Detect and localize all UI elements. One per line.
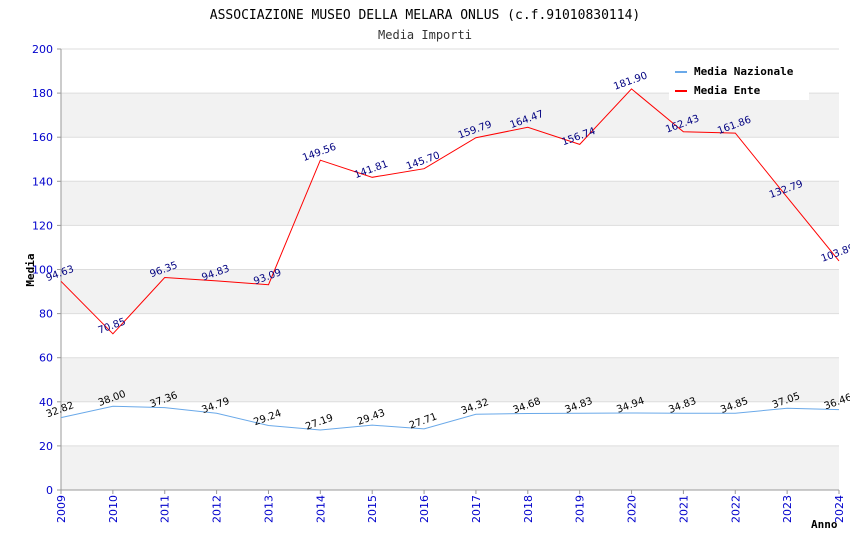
band-0 <box>61 445 839 490</box>
x-tick-label-2017: 2017 <box>470 495 483 523</box>
y-tick-label-6: 120 <box>32 219 53 232</box>
x-tick-label-2011: 2011 <box>159 495 172 523</box>
y-tick-labels: 0 20 40 60 80 100 120 140 160 180 200 <box>32 43 53 497</box>
band-4 <box>61 269 839 314</box>
x-tick-label-2022: 2022 <box>729 495 742 523</box>
x-tick-label-2014: 2014 <box>314 495 327 523</box>
legend-label-ente: Media Ente <box>694 84 761 97</box>
data-label-ente-2024: 103.89 <box>820 242 850 264</box>
x-tick-label-2015: 2015 <box>366 495 379 523</box>
x-axis-label: Anno <box>811 518 838 531</box>
series-line-media-ente <box>60 88 840 335</box>
legend: Media Nazionale Media Ente <box>669 60 809 100</box>
x-tick-label-2023: 2023 <box>781 495 794 523</box>
y-tick-label-0: 0 <box>46 484 53 497</box>
y-tick-label-1: 20 <box>39 440 53 453</box>
y-tick-label-3: 60 <box>39 352 53 365</box>
legend-box <box>669 60 809 100</box>
x-tick-labels: 2009 2010 2011 2012 2013 2014 2015 2016 2017 2018… <box>55 495 846 523</box>
x-tick-label-2021: 2021 <box>677 495 690 523</box>
y-tick-label-2: 40 <box>39 396 53 409</box>
band-2 <box>61 357 839 402</box>
x-tick-label-2016: 2016 <box>418 495 431 523</box>
series-lines <box>60 88 840 431</box>
band-8 <box>61 93 839 138</box>
y-tick-label-4: 80 <box>39 308 53 321</box>
y-tick-label-9: 180 <box>32 87 53 100</box>
band-6 <box>61 181 839 226</box>
x-tick-label-2013: 2013 <box>262 495 275 523</box>
legend-label-nazionale: Media Nazionale <box>694 65 794 78</box>
series-line-media-nazionale <box>60 405 840 431</box>
x-tick-label-2018: 2018 <box>522 495 535 523</box>
chart-subtitle: Media Importi <box>378 28 472 42</box>
chart-title: ASSOCIAZIONE MUSEO DELLA MELARA ONLUS (c… <box>210 8 640 23</box>
x-tick-label-2009: 2009 <box>55 495 68 523</box>
y-tick-label-10: 200 <box>32 43 53 56</box>
x-tick-label-2020: 2020 <box>626 495 639 523</box>
grid-lines <box>61 48 839 491</box>
plot-bands <box>61 93 839 490</box>
y-tick-label-5: 100 <box>32 264 53 277</box>
data-label-ente-2015: 141.81 <box>353 159 390 181</box>
x-tick-label-2019: 2019 <box>574 495 587 523</box>
x-tick-label-2010: 2010 <box>107 495 120 523</box>
data-label-ente-2014: 149.56 <box>301 142 338 164</box>
y-tick-label-8: 160 <box>32 131 53 144</box>
y-tick-label-7: 140 <box>32 175 53 188</box>
y-axis-label: Media <box>24 253 37 286</box>
x-tick-label-2024: 2024 <box>833 495 846 523</box>
x-tick-label-2012: 2012 <box>211 495 224 523</box>
axes <box>57 48 840 494</box>
